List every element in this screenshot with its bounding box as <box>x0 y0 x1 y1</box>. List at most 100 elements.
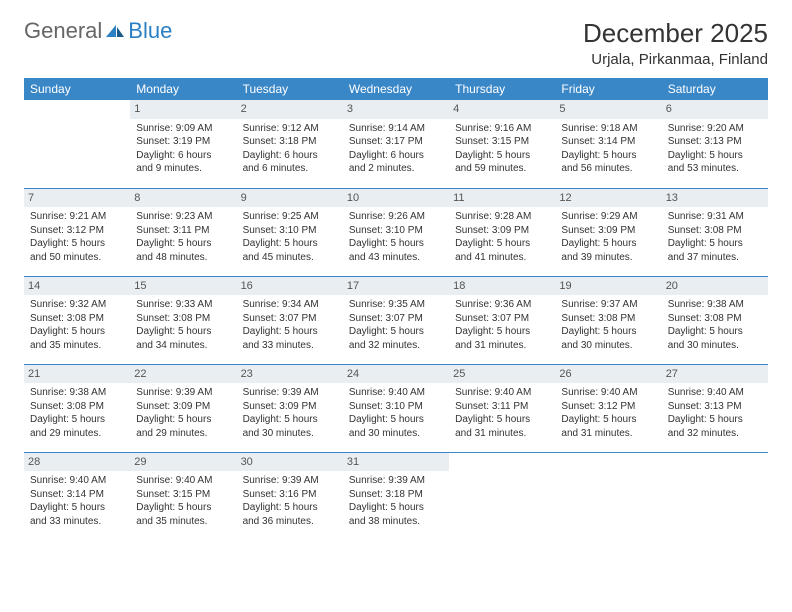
sunrise-text: Sunrise: 9:40 AM <box>455 386 549 400</box>
daylight-text: and 2 minutes. <box>349 162 443 176</box>
sunrise-text: Sunrise: 9:36 AM <box>455 298 549 312</box>
day-number: 31 <box>343 453 449 472</box>
calendar-day-cell: 28 Sunrise: 9:40 AMSunset: 3:14 PMDayligh… <box>24 452 130 540</box>
daylight-text: and 30 minutes. <box>349 427 443 441</box>
sunrise-text: Sunrise: 9:12 AM <box>243 122 337 136</box>
sunset-text: Sunset: 3:09 PM <box>561 224 655 238</box>
daylight-text: Daylight: 5 hours <box>30 325 124 339</box>
sunset-text: Sunset: 3:18 PM <box>349 488 443 502</box>
calendar-day-cell: 19Sunrise: 9:37 AMSunset: 3:08 PMDayligh… <box>555 276 661 364</box>
sunrise-text: Sunrise: 9:32 AM <box>30 298 124 312</box>
calendar-day-cell: 18Sunrise: 9:36 AMSunset: 3:07 PMDayligh… <box>449 276 555 364</box>
calendar-empty-cell <box>662 452 768 540</box>
sunset-text: Sunset: 3:08 PM <box>136 312 230 326</box>
day-number: 3 <box>343 100 449 119</box>
calendar-day-cell: 3Sunrise: 9:14 AMSunset: 3:17 PMDaylight… <box>343 100 449 188</box>
day-number: 9 <box>237 189 343 208</box>
sunrise-text: Sunrise: 9:20 AM <box>668 122 762 136</box>
calendar-day-cell: 4Sunrise: 9:16 AMSunset: 3:15 PMDaylight… <box>449 100 555 188</box>
day-number: 28 <box>24 453 130 472</box>
sunset-text: Sunset: 3:09 PM <box>455 224 549 238</box>
daylight-text: Daylight: 5 hours <box>668 413 762 427</box>
day-number: 20 <box>662 277 768 296</box>
daylight-text: Daylight: 5 hours <box>561 149 655 163</box>
daylight-text: and 35 minutes. <box>136 515 230 529</box>
title-block: December 2025 Urjala, Pirkanmaa, Finland <box>583 18 768 68</box>
daylight-text: and 29 minutes. <box>30 427 124 441</box>
calendar-day-cell: 23Sunrise: 9:39 AMSunset: 3:09 PMDayligh… <box>237 364 343 452</box>
sunrise-text: Sunrise: 9:40 AM <box>30 474 124 488</box>
daylight-text: Daylight: 5 hours <box>455 413 549 427</box>
daylight-text: and 33 minutes. <box>30 515 124 529</box>
daylight-text: and 39 minutes. <box>561 251 655 265</box>
daylight-text: and 38 minutes. <box>349 515 443 529</box>
day-number: 5 <box>555 100 661 119</box>
sunset-text: Sunset: 3:15 PM <box>455 135 549 149</box>
logo-text-blue: Blue <box>128 18 172 44</box>
sunrise-text: Sunrise: 9:28 AM <box>455 210 549 224</box>
sunrise-text: Sunrise: 9:23 AM <box>136 210 230 224</box>
day-number: 19 <box>555 277 661 296</box>
daylight-text: Daylight: 5 hours <box>349 413 443 427</box>
sunset-text: Sunset: 3:09 PM <box>136 400 230 414</box>
calendar-week-row: 1Sunrise: 9:09 AMSunset: 3:19 PMDaylight… <box>24 100 768 188</box>
sunset-text: Sunset: 3:19 PM <box>136 135 230 149</box>
daylight-text: Daylight: 5 hours <box>243 325 337 339</box>
sunset-text: Sunset: 3:13 PM <box>668 400 762 414</box>
sunrise-text: Sunrise: 9:39 AM <box>136 386 230 400</box>
sunset-text: Sunset: 3:14 PM <box>30 488 124 502</box>
daylight-text: and 32 minutes. <box>349 339 443 353</box>
weekday-header-row: SundayMondayTuesdayWednesdayThursdayFrid… <box>24 78 768 100</box>
calendar-day-cell: 11Sunrise: 9:28 AMSunset: 3:09 PMDayligh… <box>449 188 555 276</box>
day-number: 12 <box>555 189 661 208</box>
daylight-text: Daylight: 5 hours <box>561 413 655 427</box>
daylight-text: Daylight: 5 hours <box>243 501 337 515</box>
page-header: General Blue December 2025 Urjala, Pirka… <box>24 18 768 68</box>
weekday-header: Wednesday <box>343 78 449 100</box>
daylight-text: Daylight: 5 hours <box>455 149 549 163</box>
calendar-day-cell: 27Sunrise: 9:40 AMSunset: 3:13 PMDayligh… <box>662 364 768 452</box>
calendar-day-cell: 15Sunrise: 9:33 AMSunset: 3:08 PMDayligh… <box>130 276 236 364</box>
calendar-day-cell: 26Sunrise: 9:40 AMSunset: 3:12 PMDayligh… <box>555 364 661 452</box>
sunset-text: Sunset: 3:08 PM <box>561 312 655 326</box>
calendar-day-cell: 29Sunrise: 9:40 AMSunset: 3:15 PMDayligh… <box>130 452 236 540</box>
day-number: 15 <box>130 277 236 296</box>
daylight-text: and 36 minutes. <box>243 515 337 529</box>
month-year-title: December 2025 <box>583 18 768 49</box>
sunset-text: Sunset: 3:18 PM <box>243 135 337 149</box>
sunset-text: Sunset: 3:17 PM <box>349 135 443 149</box>
calendar-week-row: 7Sunrise: 9:21 AMSunset: 3:12 PMDaylight… <box>24 188 768 276</box>
calendar-day-cell: 30Sunrise: 9:39 AMSunset: 3:16 PMDayligh… <box>237 452 343 540</box>
day-number: 14 <box>24 277 130 296</box>
calendar-empty-cell <box>555 452 661 540</box>
sunset-text: Sunset: 3:07 PM <box>455 312 549 326</box>
calendar-day-cell: 21Sunrise: 9:38 AMSunset: 3:08 PMDayligh… <box>24 364 130 452</box>
daylight-text: Daylight: 5 hours <box>136 325 230 339</box>
sunset-text: Sunset: 3:08 PM <box>668 312 762 326</box>
sunset-text: Sunset: 3:09 PM <box>243 400 337 414</box>
day-number: 18 <box>449 277 555 296</box>
daylight-text: and 50 minutes. <box>30 251 124 265</box>
day-number: 1 <box>130 100 236 119</box>
calendar-day-cell: 20Sunrise: 9:38 AMSunset: 3:08 PMDayligh… <box>662 276 768 364</box>
daylight-text: Daylight: 5 hours <box>243 413 337 427</box>
sunrise-text: Sunrise: 9:38 AM <box>668 298 762 312</box>
daylight-text: and 30 minutes. <box>243 427 337 441</box>
daylight-text: Daylight: 5 hours <box>30 501 124 515</box>
daylight-text: and 53 minutes. <box>668 162 762 176</box>
calendar-day-cell: 1Sunrise: 9:09 AMSunset: 3:19 PMDaylight… <box>130 100 236 188</box>
sunrise-text: Sunrise: 9:39 AM <box>243 386 337 400</box>
day-number: 30 <box>237 453 343 472</box>
calendar-day-cell: 9Sunrise: 9:25 AMSunset: 3:10 PMDaylight… <box>237 188 343 276</box>
calendar-day-cell: 14 Sunrise: 9:32 AMSunset: 3:08 PMDayligh… <box>24 276 130 364</box>
daylight-text: Daylight: 6 hours <box>349 149 443 163</box>
sunset-text: Sunset: 3:08 PM <box>30 312 124 326</box>
calendar-empty-cell <box>24 100 130 188</box>
sunrise-text: Sunrise: 9:40 AM <box>349 386 443 400</box>
daylight-text: and 34 minutes. <box>136 339 230 353</box>
daylight-text: Daylight: 5 hours <box>561 325 655 339</box>
daylight-text: Daylight: 5 hours <box>668 149 762 163</box>
day-number: 24 <box>343 365 449 384</box>
day-number: 17 <box>343 277 449 296</box>
day-number: 22 <box>130 365 236 384</box>
